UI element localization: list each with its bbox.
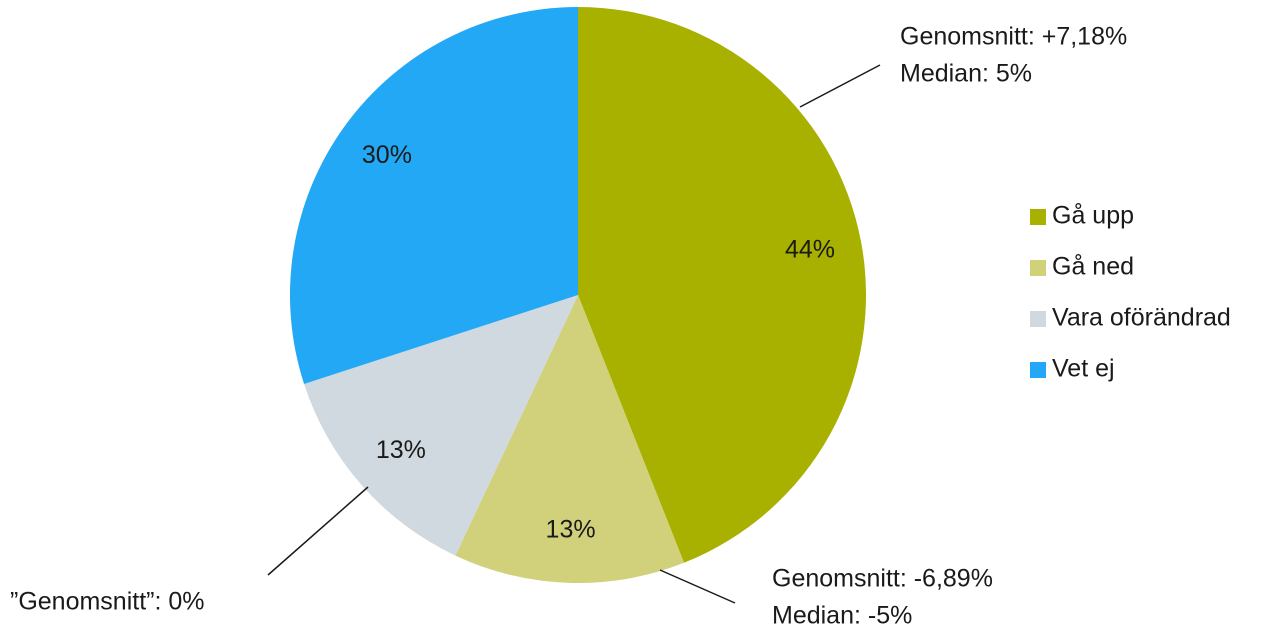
leader-line: [659, 569, 736, 604]
annotation: Genomsnitt: -6,89%: [772, 565, 993, 593]
data-label: 13%: [376, 436, 426, 464]
pie-slice: [578, 7, 866, 563]
legend-label: Vet ej: [1052, 355, 1115, 383]
leader-line: [267, 486, 369, 576]
pie-slice: [304, 295, 578, 556]
annotation: Median: 5%: [900, 60, 1032, 88]
legend-swatch: [1030, 362, 1046, 378]
data-label: 44%: [785, 235, 835, 263]
legend-swatch: [1030, 260, 1046, 276]
legend-swatch: [1030, 311, 1046, 327]
pie-slice: [455, 295, 685, 583]
legend-label: Vara oförändrad: [1052, 304, 1231, 332]
legend-label: Gå upp: [1052, 202, 1134, 230]
data-label: 13%: [546, 516, 596, 544]
data-label: 30%: [362, 141, 412, 169]
annotation: Median: -5%: [772, 602, 912, 630]
annotation: ”Genomsnitt”: 0%: [10, 588, 205, 616]
annotation: Genomsnitt: +7,18%: [900, 23, 1127, 51]
legend-label: Gå ned: [1052, 253, 1134, 281]
leader-line: [799, 64, 881, 108]
legend-swatch: [1030, 209, 1046, 225]
pie-slice: [290, 7, 578, 384]
